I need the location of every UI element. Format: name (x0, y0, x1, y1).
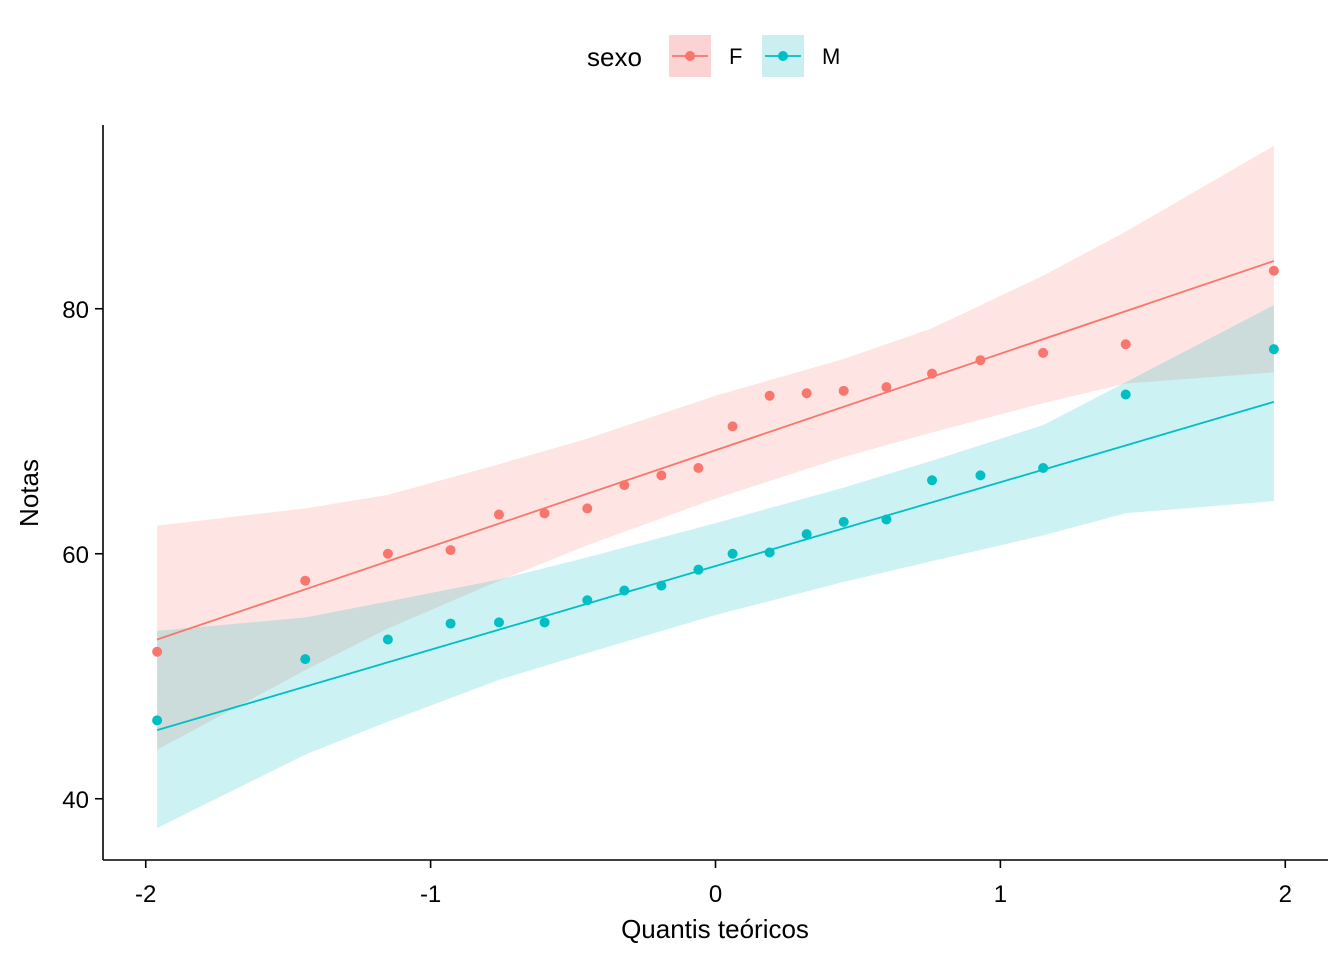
data-point-f (881, 382, 892, 393)
legend-label-m: M (822, 44, 840, 69)
data-point-f (539, 508, 550, 519)
data-point-m (656, 580, 667, 591)
data-point-f (975, 355, 986, 366)
plot-area (152, 145, 1279, 829)
data-point-f (838, 385, 849, 396)
x-tick-label: 2 (1279, 881, 1292, 908)
data-point-m (152, 715, 163, 726)
confidence-band-f (157, 145, 1274, 750)
fit-line-f (156, 260, 1275, 641)
data-point-m (539, 617, 550, 628)
data-point-m (975, 470, 986, 481)
data-point-m (445, 618, 456, 629)
data-point-f (656, 470, 667, 481)
data-point-m (582, 595, 593, 606)
legend: sexo F M (587, 35, 840, 77)
data-point-m (693, 564, 704, 575)
x-tick-label: -2 (135, 881, 156, 908)
data-point-m (838, 516, 849, 527)
data-point-f (152, 646, 163, 657)
data-point-f (493, 509, 504, 520)
x-tick-label: -1 (420, 881, 441, 908)
data-point-m (881, 514, 892, 525)
data-point-m (801, 529, 812, 540)
data-point-f (1038, 347, 1049, 358)
data-point-m (493, 617, 504, 628)
data-point-m (927, 475, 938, 486)
x-tick-label: 0 (709, 881, 722, 908)
data-point-m (382, 634, 393, 645)
x-axis-title: Quantis teóricos (621, 914, 809, 944)
data-point-f (619, 480, 630, 491)
data-point-f (693, 463, 704, 473)
legend-key-point-m (778, 51, 788, 61)
data-point-f (801, 388, 812, 399)
data-point-m (1268, 344, 1279, 355)
y-axis-title: Notas (14, 459, 44, 527)
data-point-f (582, 503, 593, 514)
data-point-m (727, 548, 738, 559)
data-point-f (727, 421, 738, 432)
data-point-f (1120, 339, 1131, 350)
data-point-f (1268, 265, 1279, 276)
data-point-m (1120, 389, 1131, 400)
legend-label-f: F (729, 44, 742, 69)
axes: -2 -1 0 1 2 40 60 80 (62, 125, 1328, 908)
fit-line-m (156, 400, 1275, 732)
data-point-m (619, 585, 630, 596)
y-tick-label: 60 (62, 542, 89, 569)
data-point-f (445, 545, 456, 556)
data-point-f (382, 548, 393, 559)
legend-key-point-f (685, 51, 695, 61)
legend-title: sexo (587, 42, 642, 72)
data-point-m (1038, 463, 1049, 473)
y-tick-label: 40 (62, 787, 89, 814)
y-tick-label: 80 (62, 297, 89, 324)
data-point-f (764, 390, 775, 401)
data-point-f (927, 368, 938, 379)
data-point-m (764, 547, 775, 558)
x-tick-label: 1 (994, 881, 1007, 908)
data-point-f (300, 575, 311, 586)
data-point-m (300, 654, 311, 665)
